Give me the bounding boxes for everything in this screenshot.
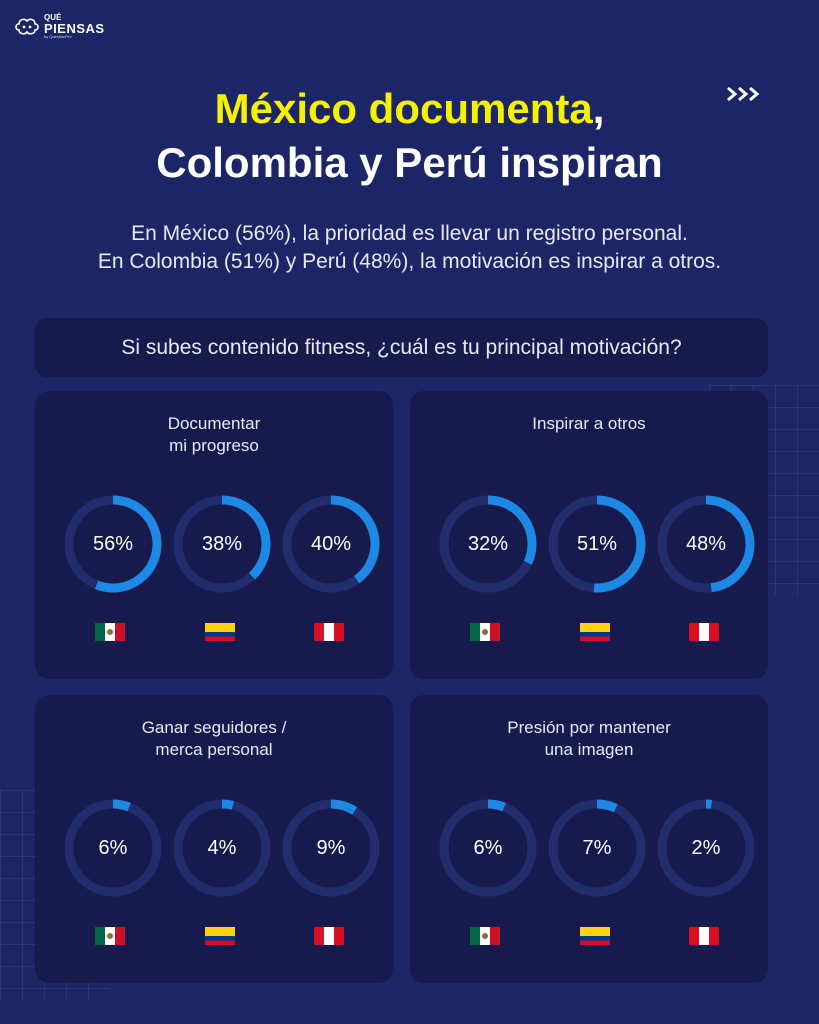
flag-pe-icon bbox=[689, 927, 719, 945]
donut-chart bbox=[282, 799, 380, 897]
chart-title-line-2: una imagen bbox=[544, 740, 634, 759]
donut-value-label: 38% bbox=[201, 532, 243, 555]
donut-gauge: 51% bbox=[547, 494, 647, 594]
coat-of-arms-icon bbox=[482, 933, 488, 939]
donut-value-label: 40% bbox=[310, 532, 352, 555]
title-highlight: México documenta bbox=[214, 85, 593, 132]
donut-value-label: 6% bbox=[473, 836, 503, 859]
donut-gauge: 4% bbox=[172, 798, 272, 898]
donut-chart bbox=[439, 799, 537, 897]
donut-value-label: 56% bbox=[92, 532, 134, 555]
chart-title-line-1: Ganar seguidores / bbox=[141, 718, 287, 737]
page-title: México documenta, Colombia y Perú inspir… bbox=[0, 82, 819, 190]
donut-chart bbox=[657, 495, 755, 593]
donut-gauge: 48% bbox=[656, 494, 756, 594]
chart-title-line-2: mi progreso bbox=[169, 436, 259, 455]
flag-co-icon bbox=[205, 927, 235, 945]
donut-gauge: 2% bbox=[656, 798, 756, 898]
donut-value-arc bbox=[439, 799, 537, 897]
donut-value-arc bbox=[548, 799, 646, 897]
donut-value-label: 51% bbox=[576, 532, 618, 555]
forward-arrows-icon bbox=[727, 86, 760, 102]
donut-value-label: 2% bbox=[691, 836, 721, 859]
donut-gauge: 7% bbox=[547, 798, 647, 898]
chart-card-1: Documentar mi progreso 56% 38% 40% bbox=[35, 391, 393, 679]
brain-icon bbox=[15, 18, 39, 35]
chart-title: Documentar mi progreso bbox=[35, 413, 393, 457]
donut-gauge: 38% bbox=[172, 494, 272, 594]
donut-chart bbox=[548, 495, 646, 593]
flag-pe-icon bbox=[314, 927, 344, 945]
donut-gauge: 6% bbox=[438, 798, 538, 898]
donut-value-arc bbox=[64, 495, 162, 593]
brand-que: QUÉ bbox=[44, 13, 62, 22]
donut-value-label: 48% bbox=[685, 532, 727, 555]
title-comma: , bbox=[592, 85, 605, 132]
chart-card-2: Inspirar a otros 32% 51% 48% bbox=[410, 391, 768, 679]
donut-chart bbox=[439, 495, 537, 593]
chart-title-line-1: Inspirar a otros bbox=[532, 414, 646, 433]
chart-card-4: Presión por mantener una imagen 6% 7% 2% bbox=[410, 695, 768, 983]
donut-value-arc bbox=[64, 799, 162, 897]
flag-mx-icon bbox=[470, 623, 500, 641]
chart-title: Ganar seguidores / merca personal bbox=[35, 717, 393, 761]
donut-value-label: 9% bbox=[316, 836, 346, 859]
coat-of-arms-icon bbox=[482, 629, 488, 635]
donut-value-label: 6% bbox=[98, 836, 128, 859]
donut-chart bbox=[282, 495, 380, 593]
donut-gauge: 9% bbox=[281, 798, 381, 898]
donut-gauge: 56% bbox=[63, 494, 163, 594]
chart-title-line-1: Presión por mantener bbox=[507, 718, 671, 737]
donut-value-label: 7% bbox=[582, 836, 612, 859]
donut-chart bbox=[657, 799, 755, 897]
flag-co-icon bbox=[580, 927, 610, 945]
donut-chart bbox=[64, 799, 162, 897]
survey-question: Si subes contenido fitness, ¿cuál es tu … bbox=[35, 318, 768, 377]
donut-gauge: 32% bbox=[438, 494, 538, 594]
donut-value-arc bbox=[173, 495, 271, 593]
title-line2: Colombia y Perú inspiran bbox=[156, 139, 663, 186]
donut-value-arc bbox=[657, 799, 755, 897]
brand-logo: QUÉ PIENSAS by QuestionPro bbox=[14, 14, 105, 39]
donut-chart bbox=[173, 799, 271, 897]
brand-by: by QuestionPro bbox=[44, 34, 72, 39]
flag-pe-icon bbox=[314, 623, 344, 641]
donut-gauge: 6% bbox=[63, 798, 163, 898]
flag-mx-icon bbox=[470, 927, 500, 945]
chart-title: Presión por mantener una imagen bbox=[410, 717, 768, 761]
donut-value-arc bbox=[548, 495, 646, 593]
subtitle: En México (56%), la prioridad es llevar … bbox=[0, 220, 819, 276]
donut-value-arc bbox=[173, 799, 271, 897]
flag-mx-icon bbox=[95, 623, 125, 641]
donut-value-label: 4% bbox=[207, 836, 237, 859]
coat-of-arms-icon bbox=[107, 629, 113, 635]
subtitle-line2: En Colombia (51%) y Perú (48%), la motiv… bbox=[97, 250, 722, 273]
donut-value-arc bbox=[439, 495, 537, 593]
donut-chart bbox=[173, 495, 271, 593]
donut-value-arc bbox=[657, 495, 755, 593]
flag-co-icon bbox=[205, 623, 235, 641]
coat-of-arms-icon bbox=[107, 933, 113, 939]
subtitle-line1: En México (56%), la prioridad es llevar … bbox=[131, 222, 688, 245]
chart-title-line-2: merca personal bbox=[155, 740, 273, 759]
chart-card-3: Ganar seguidores / merca personal 6% 4% 9% bbox=[35, 695, 393, 983]
flag-mx-icon bbox=[95, 927, 125, 945]
chart-title-line-1: Documentar bbox=[167, 414, 261, 433]
donut-value-arc bbox=[282, 799, 380, 897]
donut-value-arc bbox=[282, 495, 380, 593]
flag-pe-icon bbox=[689, 623, 719, 641]
flag-co-icon bbox=[580, 623, 610, 641]
chart-title: Inspirar a otros bbox=[410, 413, 768, 435]
donut-chart bbox=[64, 495, 162, 593]
donut-chart bbox=[548, 799, 646, 897]
donut-value-label: 32% bbox=[467, 532, 509, 555]
brand-piensas: PIENSAS bbox=[44, 21, 105, 36]
donut-gauge: 40% bbox=[281, 494, 381, 594]
